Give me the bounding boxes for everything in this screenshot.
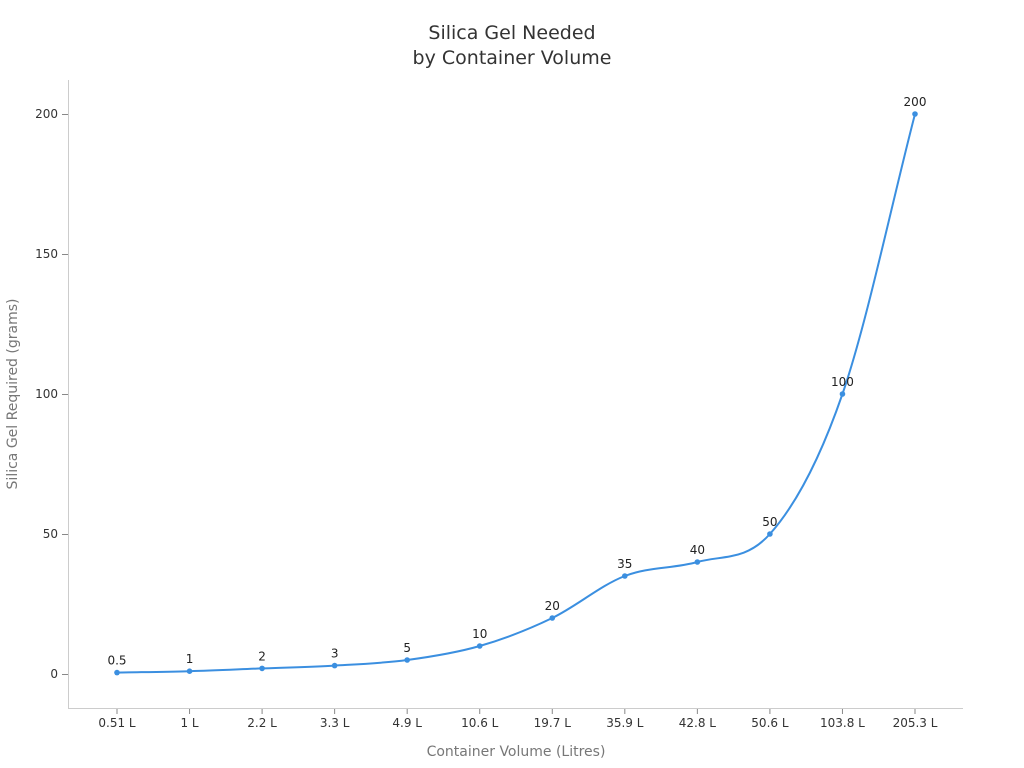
y-tick-label: 50 [43, 527, 58, 541]
data-label: 2 [258, 649, 266, 663]
data-point[interactable] [404, 657, 410, 663]
chart-title-line-2: by Container Volume [412, 47, 612, 69]
chart-title-line-1: Silica Gel Needed [428, 22, 596, 44]
data-label: 3 [331, 647, 339, 661]
data-point[interactable] [549, 615, 556, 621]
data-label: 5 [403, 641, 411, 655]
data-label: 100 [831, 375, 854, 389]
data-point[interactable] [186, 668, 193, 674]
x-tick-label: 1 L [180, 716, 198, 730]
data-label: 1 [186, 652, 194, 666]
data-label: 10 [472, 627, 487, 641]
data-point[interactable] [622, 573, 628, 579]
y-tick-label: 100 [35, 387, 58, 401]
x-tick-label: 35.9 L [606, 716, 644, 730]
x-axis-label: Container Volume (Litres) [427, 744, 606, 760]
data-point[interactable] [114, 669, 120, 676]
data-point[interactable] [694, 559, 701, 565]
x-tick-label: 50.6 L [751, 716, 789, 730]
series-line [116, 113, 916, 674]
y-tick-label: 0 [50, 667, 58, 681]
data-point[interactable] [259, 665, 265, 672]
data-point[interactable] [331, 662, 338, 669]
x-tick-label: 2.2 L [247, 716, 277, 730]
x-tick-label: 0.51 L [98, 716, 136, 730]
data-label: 0.5 [107, 654, 126, 668]
x-tick-label: 103.8 L [820, 716, 865, 730]
x-tick-label: 4.9 L [392, 716, 422, 730]
x-ticks: 0.51 L 1 L 2.2 L 3.3 L 4.9 L 10.6 L 19.7 L 35.9… [98, 709, 938, 730]
x-tick-label: 10.6 L [461, 716, 499, 730]
x-tick-label: 205.3 L [893, 716, 938, 730]
data-label: 50 [762, 515, 777, 529]
data-label: 200 [904, 95, 927, 109]
data-label: 40 [690, 543, 705, 557]
x-tick-label: 3.3 L [320, 716, 350, 730]
axes [68, 80, 963, 709]
data-point[interactable] [839, 391, 846, 397]
y-ticks: 0 50 100 150 200 [35, 107, 68, 681]
x-tick-label: 19.7 L [534, 716, 572, 730]
data-label: 35 [617, 557, 632, 571]
data-point[interactable] [767, 531, 773, 537]
data-label: 20 [545, 599, 560, 613]
y-axis-label: Silica Gel Required (grams) [5, 299, 21, 490]
data-point[interactable] [912, 111, 918, 117]
y-tick-label: 150 [35, 247, 58, 261]
x-tick-label: 42.8 L [679, 716, 717, 730]
data-point[interactable] [476, 643, 483, 649]
y-tick-label: 200 [35, 107, 58, 121]
